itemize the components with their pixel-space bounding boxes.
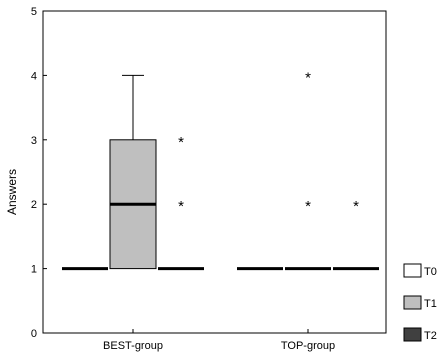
outlier-point: * — [305, 69, 311, 86]
outlier-point: * — [178, 134, 184, 151]
y-tick-label: 1 — [31, 264, 37, 276]
box-t1-best-group — [109, 74, 157, 270]
y-tick-label: 0 — [31, 328, 37, 340]
legend-swatch-t1 — [403, 295, 422, 310]
legend-label-t0: T0 — [424, 266, 437, 278]
y-tick-label: 5 — [31, 6, 37, 18]
box-t2-best-group: ** — [158, 134, 204, 271]
x-category-label: BEST-group — [103, 340, 163, 352]
plot-area — [42, 10, 387, 334]
plot-border — [42, 10, 387, 334]
y-axis: 0 1 2 3 4 5 — [31, 6, 47, 340]
y-tick-label: 3 — [31, 135, 37, 147]
box-series: ***** — [62, 69, 379, 271]
x-category-label: TOP-group — [281, 340, 335, 352]
y-tick-label: 4 — [31, 70, 37, 82]
box-t2-top-group: * — [333, 198, 379, 271]
box-t1-top-group: ** — [285, 69, 331, 271]
outlier-point: * — [178, 198, 184, 215]
legend: T0 T1 T2 — [403, 263, 437, 342]
outlier-point: * — [353, 198, 359, 215]
legend-swatch-t2 — [403, 327, 422, 342]
y-axis-title: Answers — [5, 169, 19, 215]
legend-swatch-t0 — [403, 263, 422, 278]
x-axis: BEST-group TOP-group — [103, 329, 335, 352]
legend-label-t2: T2 — [424, 330, 437, 342]
y-tick-label: 2 — [31, 199, 37, 211]
legend-label-t1: T1 — [424, 298, 437, 310]
outlier-point: * — [305, 198, 311, 215]
